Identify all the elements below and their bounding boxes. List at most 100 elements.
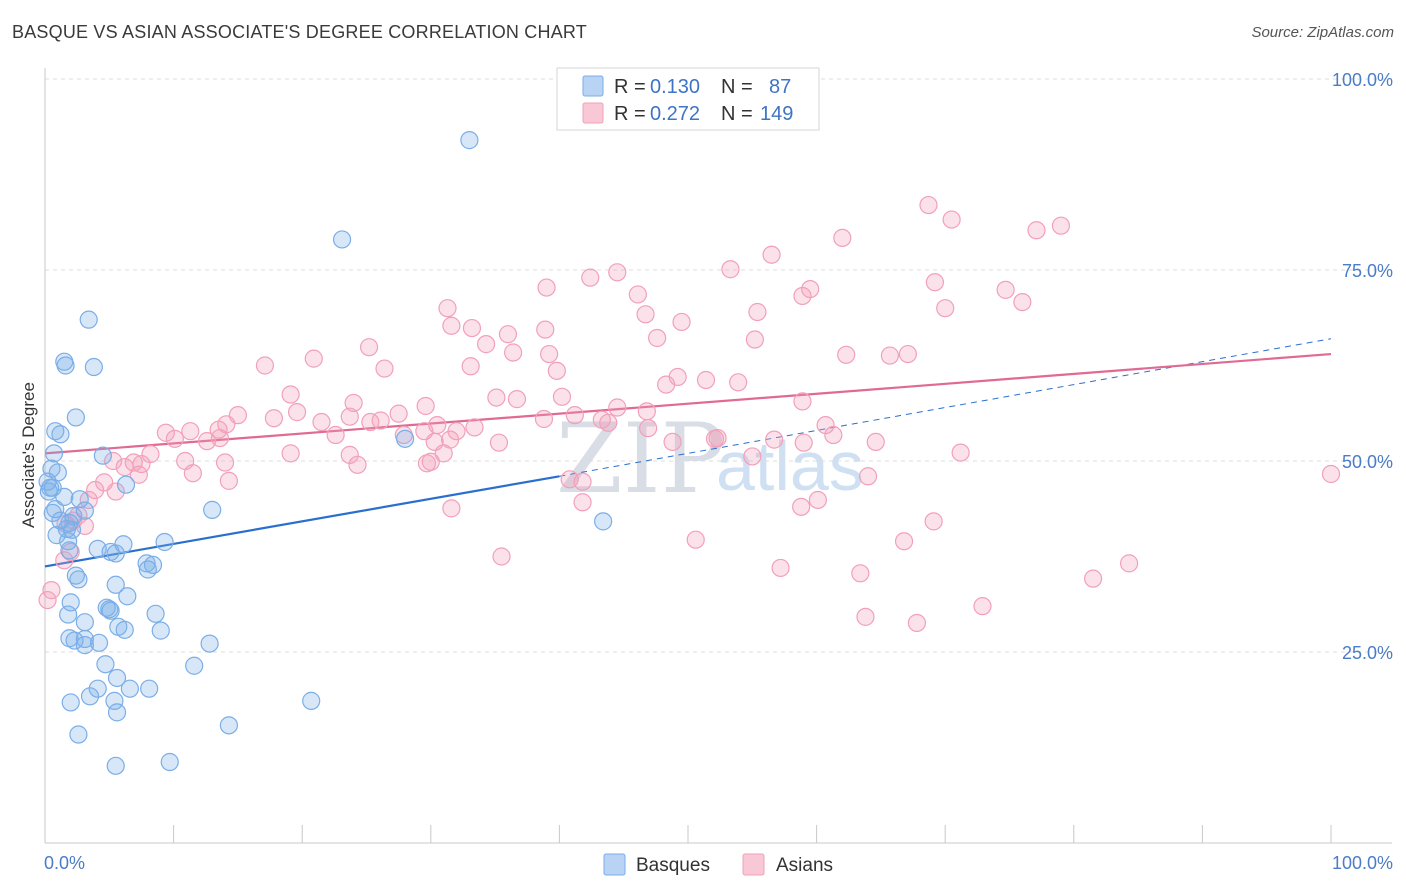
- y-tick-label-3: 100.0%: [1332, 70, 1393, 90]
- asian-point-51: [637, 402, 656, 421]
- trend-lines: [44, 338, 1332, 568]
- basque-point-53: [89, 633, 109, 652]
- basque-point-16: [55, 487, 74, 507]
- asian-point-128: [856, 607, 875, 626]
- asian-point-48: [507, 390, 527, 409]
- asian-point-116: [686, 530, 705, 549]
- basque-point-71: [155, 532, 174, 552]
- basque-point-27: [59, 532, 78, 551]
- asian-point-123: [851, 564, 870, 583]
- basque-point-35: [138, 560, 157, 579]
- asian-point-21: [442, 316, 461, 335]
- x-tick-label-1: 100.0%: [1332, 853, 1393, 873]
- asian-point-98: [183, 464, 202, 483]
- asian-point-105: [858, 467, 878, 486]
- asian-point-47: [416, 396, 435, 416]
- asian-point-12: [793, 286, 812, 306]
- basque-point-62: [80, 687, 100, 706]
- legend-r-value-basques: 0.130: [650, 76, 700, 98]
- axes: [44, 68, 1392, 844]
- basque-point-51: [75, 629, 94, 649]
- legend-n-value-basques: 87: [769, 76, 791, 98]
- asian-point-5: [762, 245, 781, 264]
- legend-swatch-basques: [582, 75, 604, 97]
- asian-point-32: [837, 345, 856, 364]
- basque-point-75: [594, 512, 613, 531]
- asian-point-78: [794, 433, 813, 452]
- legend-n-value-asians: 149: [760, 103, 793, 125]
- basque-point-19: [43, 503, 62, 523]
- asian-point-136: [389, 404, 408, 423]
- watermark-atlas: atlas: [716, 427, 864, 505]
- asian-point-117: [894, 532, 914, 551]
- asian-point-73: [489, 433, 509, 452]
- asian-point-133: [565, 406, 584, 425]
- asian-point-130: [1321, 464, 1341, 484]
- asians-trend-line: [44, 352, 1332, 455]
- asian-point-0: [919, 195, 938, 215]
- asian-point-45: [552, 387, 572, 406]
- basque-point-5: [84, 357, 103, 377]
- asian-point-34: [898, 344, 918, 364]
- asian-point-31: [540, 344, 559, 364]
- tick-labels: 25.0% 50.0% 75.0% 100.0% 0.0% 100.0%: [44, 70, 1393, 873]
- asian-point-30: [304, 349, 323, 368]
- asian-point-80: [866, 432, 885, 451]
- basque-point-1: [332, 230, 352, 249]
- asian-point-14: [996, 280, 1015, 299]
- asian-point-42: [729, 373, 748, 392]
- basque-point-39: [118, 587, 137, 606]
- basque-point-54: [200, 634, 219, 653]
- asian-point-79: [824, 425, 843, 445]
- asian-point-109: [808, 490, 827, 510]
- asian-point-110: [792, 497, 811, 516]
- basque-point-37: [69, 570, 88, 589]
- legend-r-label-asians: R =: [614, 103, 646, 125]
- asian-point-132: [534, 409, 554, 429]
- asian-point-100: [219, 471, 238, 490]
- basque-point-7: [51, 425, 70, 444]
- bottom-legend-swatch-asians: [742, 853, 765, 876]
- basque-point-60: [140, 679, 159, 698]
- asian-point-88: [348, 455, 367, 474]
- asian-point-137: [599, 413, 618, 432]
- asian-point-3: [1051, 216, 1071, 235]
- asian-point-129: [907, 613, 927, 633]
- asian-point-23: [536, 320, 555, 339]
- asian-point-25: [648, 328, 667, 348]
- y-tick-label-1: 50.0%: [1342, 452, 1393, 472]
- basque-point-2: [79, 310, 98, 329]
- asian-point-122: [771, 558, 790, 578]
- basque-point-56: [96, 655, 115, 674]
- asian-point-134: [326, 425, 345, 445]
- asian-point-131: [663, 432, 682, 451]
- basque-point-6: [46, 422, 65, 441]
- asian-point-95: [951, 443, 970, 462]
- asian-point-29: [504, 343, 523, 362]
- asian-point-54: [287, 403, 307, 422]
- y-tick-label-0: 25.0%: [1342, 643, 1393, 663]
- asian-point-93: [434, 444, 453, 463]
- asian-point-37: [375, 359, 394, 378]
- asian-point-44: [487, 388, 506, 407]
- asian-point-13: [925, 273, 945, 292]
- asian-point-63: [465, 418, 484, 437]
- basque-point-76: [395, 429, 415, 448]
- basque-point-65: [302, 691, 321, 710]
- asian-point-71: [165, 429, 184, 448]
- asian-point-77: [765, 430, 784, 449]
- asian-point-90: [421, 452, 440, 471]
- asian-point-2: [1027, 221, 1046, 240]
- asian-point-49: [793, 392, 812, 411]
- asian-point-16: [438, 299, 457, 318]
- asian-point-102: [86, 480, 105, 500]
- legend-n-label-asians: N =: [721, 103, 753, 125]
- basque-point-59: [120, 679, 139, 698]
- asian-point-135: [197, 432, 217, 451]
- asian-point-87: [104, 451, 123, 471]
- watermark-zip: ZIP: [556, 403, 725, 515]
- basque-point-73: [116, 475, 136, 494]
- asian-point-50: [608, 398, 627, 417]
- asian-point-97: [129, 465, 148, 484]
- basque-point-8: [66, 408, 85, 427]
